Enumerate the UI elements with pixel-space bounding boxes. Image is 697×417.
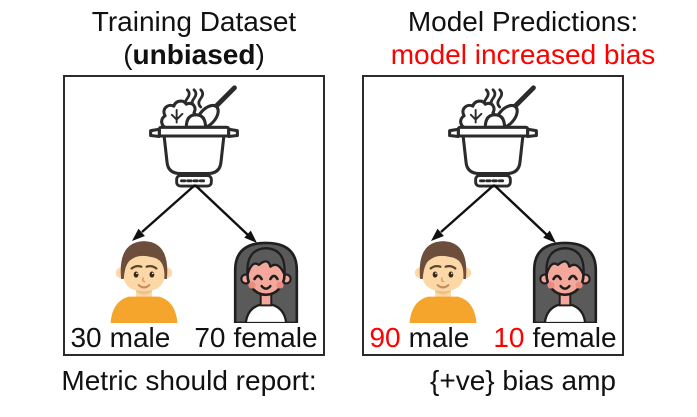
girl-eye-closed xyxy=(552,274,562,281)
boy-eye xyxy=(432,271,438,278)
girl-blush xyxy=(575,281,583,289)
girl-eye-closed xyxy=(269,274,279,281)
boy-shirt xyxy=(110,296,178,323)
boy-eye xyxy=(448,271,454,278)
steam-icon xyxy=(496,88,504,109)
boy-eyebrow xyxy=(444,264,457,270)
cooking-pot-icon xyxy=(149,85,239,188)
count-row: 30 male 70 female xyxy=(65,323,323,353)
boy-eye xyxy=(149,271,155,278)
pot-handle xyxy=(149,127,161,139)
cooking-pot-icon xyxy=(448,85,538,188)
spoon-handle xyxy=(213,85,237,109)
arrowhead-male xyxy=(431,228,444,241)
female-count-value: 10 xyxy=(493,322,525,353)
female-count-label: female xyxy=(233,322,318,353)
pot-handle xyxy=(227,127,239,139)
boy-eyebrow xyxy=(145,264,158,270)
male-count: 90 male xyxy=(369,323,469,353)
girl-eye-closed xyxy=(568,274,578,281)
boy-eye xyxy=(133,271,139,278)
vegetable-icon xyxy=(184,113,208,129)
pot-handle xyxy=(448,127,460,139)
female-count-label: female xyxy=(532,322,617,353)
right-title-line2: model increased bias xyxy=(390,39,656,70)
boy-face-icon xyxy=(409,241,477,323)
training-dataset-box: 30 male 70 female xyxy=(63,75,325,356)
steam-icon xyxy=(197,88,205,109)
boy-mouth xyxy=(137,284,151,289)
boy-eyebrow xyxy=(130,264,143,270)
male-count-label: male xyxy=(109,322,171,353)
boy-mouth xyxy=(436,284,450,289)
branch-arrows-icon xyxy=(431,184,556,243)
girl-bangs xyxy=(246,247,286,276)
boy-nose xyxy=(440,277,445,283)
girl-bangs xyxy=(545,247,585,276)
spoon-handle xyxy=(512,85,536,109)
paren-open: ( xyxy=(123,39,133,70)
male-count-value: 30 xyxy=(70,322,102,353)
female-count: 10 female xyxy=(493,323,616,353)
vegetable-texture xyxy=(170,109,184,124)
boy-nose xyxy=(141,277,146,283)
bias-amp-caption: {+ve} bias amp xyxy=(429,365,617,396)
vegetable-texture xyxy=(469,109,483,124)
metric-caption: Metric should report: xyxy=(61,365,317,396)
boy-face-icon xyxy=(110,241,178,323)
left-title-line2: (unbiased) xyxy=(34,38,354,71)
left-panel-title: Training Dataset (unbiased) xyxy=(34,5,354,71)
girl-face-icon xyxy=(233,241,299,323)
male-count: 30 male xyxy=(70,323,170,353)
girl-blush xyxy=(248,281,256,289)
boy-eyebrow xyxy=(429,264,442,270)
girl-blush xyxy=(276,281,284,289)
female-count: 70 female xyxy=(194,323,317,353)
pot-body xyxy=(461,134,525,176)
arrowhead-male xyxy=(132,228,145,241)
pot-handle xyxy=(526,127,538,139)
boy-hair xyxy=(419,241,467,279)
girl-mouth xyxy=(260,284,272,290)
girl-mouth xyxy=(559,284,571,290)
arrow-to-female xyxy=(194,184,249,236)
arrowhead-female xyxy=(244,230,257,243)
vegetable-icon xyxy=(483,113,507,129)
branch-arrows-icon xyxy=(132,184,257,243)
model-predictions-box: 90 male 10 female xyxy=(362,75,624,356)
boy-shirt xyxy=(409,296,477,323)
count-row: 90 male 10 female xyxy=(364,323,622,353)
pot-body xyxy=(162,134,226,176)
arrowhead-female xyxy=(543,230,556,243)
girl-face-icon xyxy=(532,241,598,323)
arrow-to-female xyxy=(493,184,548,236)
unbiased-emphasis: unbiased xyxy=(132,39,256,70)
girl-blush xyxy=(547,281,555,289)
arrow-to-male xyxy=(440,184,495,233)
right-panel-title: Model Predictions: model increased bias xyxy=(360,5,686,71)
arrow-to-male xyxy=(141,184,196,233)
male-count-value: 90 xyxy=(369,322,401,353)
paren-close: ) xyxy=(255,39,265,70)
boy-hair xyxy=(120,241,168,279)
male-count-label: male xyxy=(408,322,470,353)
girl-eye-closed xyxy=(253,274,263,281)
female-count-value: 70 xyxy=(194,322,226,353)
right-title-line1: Model Predictions: xyxy=(407,6,639,37)
left-title-line1: Training Dataset xyxy=(91,6,297,37)
